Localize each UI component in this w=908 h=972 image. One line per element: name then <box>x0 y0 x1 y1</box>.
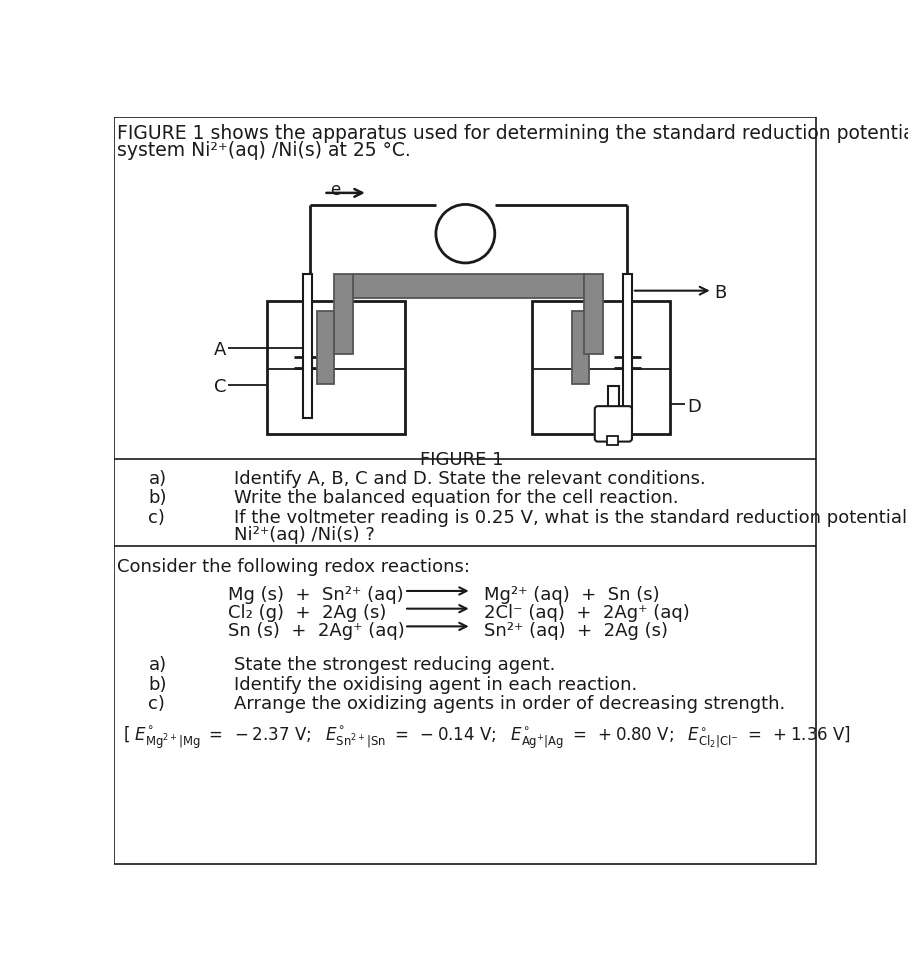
Text: State the strongest reducing agent.: State the strongest reducing agent. <box>233 656 555 675</box>
Bar <box>353 274 584 297</box>
Text: a): a) <box>148 470 166 488</box>
Text: Arrange the oxidizing agents in order of decreasing strength.: Arrange the oxidizing agents in order of… <box>233 695 785 712</box>
Text: b): b) <box>148 489 167 507</box>
Text: V: V <box>458 227 473 251</box>
Text: Ni²⁺(aq) /Ni(s) ?: Ni²⁺(aq) /Ni(s) ? <box>233 526 374 543</box>
Text: Write the balanced equation for the cell reaction.: Write the balanced equation for the cell… <box>233 489 678 507</box>
Text: B: B <box>714 285 726 302</box>
Text: FIGURE 1 shows the apparatus used for determining the standard reduction potenti: FIGURE 1 shows the apparatus used for de… <box>117 124 908 143</box>
Text: system Ni²⁺(aq) /Ni(s) at 25 °C.: system Ni²⁺(aq) /Ni(s) at 25 °C. <box>117 141 411 160</box>
Text: A: A <box>214 341 227 360</box>
Bar <box>584 274 603 354</box>
Text: a): a) <box>148 656 166 675</box>
Text: D: D <box>687 398 701 416</box>
FancyBboxPatch shape <box>595 406 632 441</box>
Bar <box>624 274 632 419</box>
Text: Identify the oxidising agent in each reaction.: Identify the oxidising agent in each rea… <box>233 676 637 694</box>
Text: Sn (s)  +  2Ag⁺ (aq): Sn (s) + 2Ag⁺ (aq) <box>228 622 405 640</box>
Text: Consider the following redox reactions:: Consider the following redox reactions: <box>117 558 470 575</box>
Bar <box>608 386 618 407</box>
Text: $[\ E^{\circ}_{\mathrm{Mg^{2+}|Mg}}\ =\ -2.37\ \mathrm{V};\ \ E^{\circ}_{\mathrm: $[\ E^{\circ}_{\mathrm{Mg^{2+}|Mg}}\ =\ … <box>123 724 851 750</box>
Bar <box>303 274 312 419</box>
Text: c): c) <box>148 695 165 712</box>
Text: C: C <box>214 378 227 397</box>
Bar <box>267 301 405 434</box>
Text: c): c) <box>148 508 165 527</box>
Text: Mg²⁺ (aq)  +  Sn (s): Mg²⁺ (aq) + Sn (s) <box>484 586 659 605</box>
Bar <box>572 311 589 384</box>
Circle shape <box>436 204 495 263</box>
Text: Cl₂ (g)  +  2Ag (s): Cl₂ (g) + 2Ag (s) <box>228 604 387 622</box>
Text: e: e <box>330 182 340 199</box>
Text: Mg (s)  +  Sn²⁺ (aq): Mg (s) + Sn²⁺ (aq) <box>228 586 404 605</box>
Text: Identify A, B, C and D. State the relevant conditions.: Identify A, B, C and D. State the releva… <box>233 470 706 488</box>
Bar <box>607 436 618 445</box>
Text: 2Cl⁻ (aq)  +  2Ag⁺ (aq): 2Cl⁻ (aq) + 2Ag⁺ (aq) <box>484 604 690 622</box>
Bar <box>317 311 334 384</box>
Text: b): b) <box>148 676 167 694</box>
Bar <box>334 274 353 354</box>
Text: If the voltmeter reading is 0.25 V, what is the standard reduction potential of: If the voltmeter reading is 0.25 V, what… <box>233 508 908 527</box>
Text: FIGURE 1: FIGURE 1 <box>419 451 503 469</box>
Text: Sn²⁺ (aq)  +  2Ag (s): Sn²⁺ (aq) + 2Ag (s) <box>484 622 668 640</box>
Bar <box>532 301 670 434</box>
